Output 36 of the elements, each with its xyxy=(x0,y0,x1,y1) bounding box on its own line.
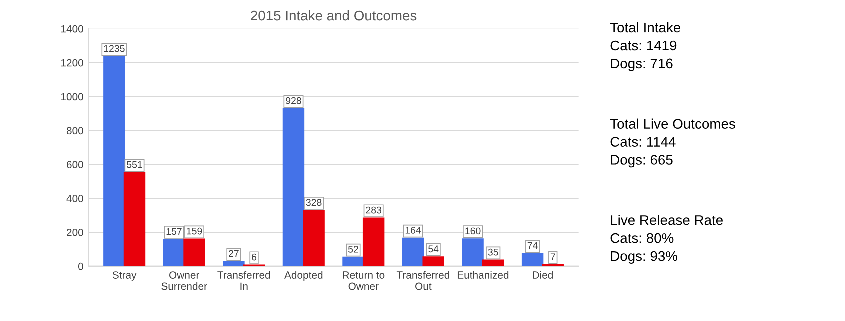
x-tick-label: Transferred In xyxy=(218,271,270,290)
data-label: 159 xyxy=(187,228,202,235)
x-tick-label: Adopted xyxy=(284,271,323,281)
data-label: 160 xyxy=(466,228,481,235)
text: Total Live Outcomes Cats: 1144 Dogs: 665 xyxy=(610,118,736,168)
data-label: 7 xyxy=(550,254,556,260)
x-tick-label: Transferred Out xyxy=(396,271,450,290)
text: Total Intake Cats: 1419 Dogs: 716 xyxy=(610,22,680,72)
x-tick-label: Stray xyxy=(112,272,137,281)
y-tick-label: 1000 xyxy=(61,93,84,101)
data-label: 283 xyxy=(366,206,382,214)
y-tick-label: 400 xyxy=(66,195,84,202)
data-label: 164 xyxy=(406,227,422,234)
x-tick-label: Euthanized xyxy=(458,271,509,279)
data-label: 328 xyxy=(306,199,322,206)
data-label: 928 xyxy=(286,97,302,104)
data-label: 74 xyxy=(528,242,538,250)
data-label: 6 xyxy=(252,254,257,261)
y-tick-label: 200 xyxy=(67,228,84,236)
x-tick-label: Died xyxy=(533,271,554,279)
text: Live Release Rate Cats: 80% Dogs: 93% xyxy=(610,215,723,264)
data-label: 52 xyxy=(348,246,358,253)
x-tick-label: Owner Surrender xyxy=(162,272,208,290)
data-label: 551 xyxy=(127,161,142,168)
data-label: 27 xyxy=(229,250,239,258)
y-tick-label: 1200 xyxy=(61,59,84,67)
data-label: 35 xyxy=(488,248,498,256)
data-label: 54 xyxy=(428,246,439,253)
data-label: 1235 xyxy=(104,45,125,52)
x-tick-label: Return to Owner xyxy=(343,272,385,290)
data-label: 157 xyxy=(166,228,182,236)
y-tick-label: 600 xyxy=(67,161,84,169)
chart-title: 2015 Intake and Outcomes xyxy=(251,10,417,21)
y-tick-label: 1400 xyxy=(61,25,84,33)
y-tick-label: 0 xyxy=(78,262,84,270)
y-tick-label: 800 xyxy=(66,127,84,135)
